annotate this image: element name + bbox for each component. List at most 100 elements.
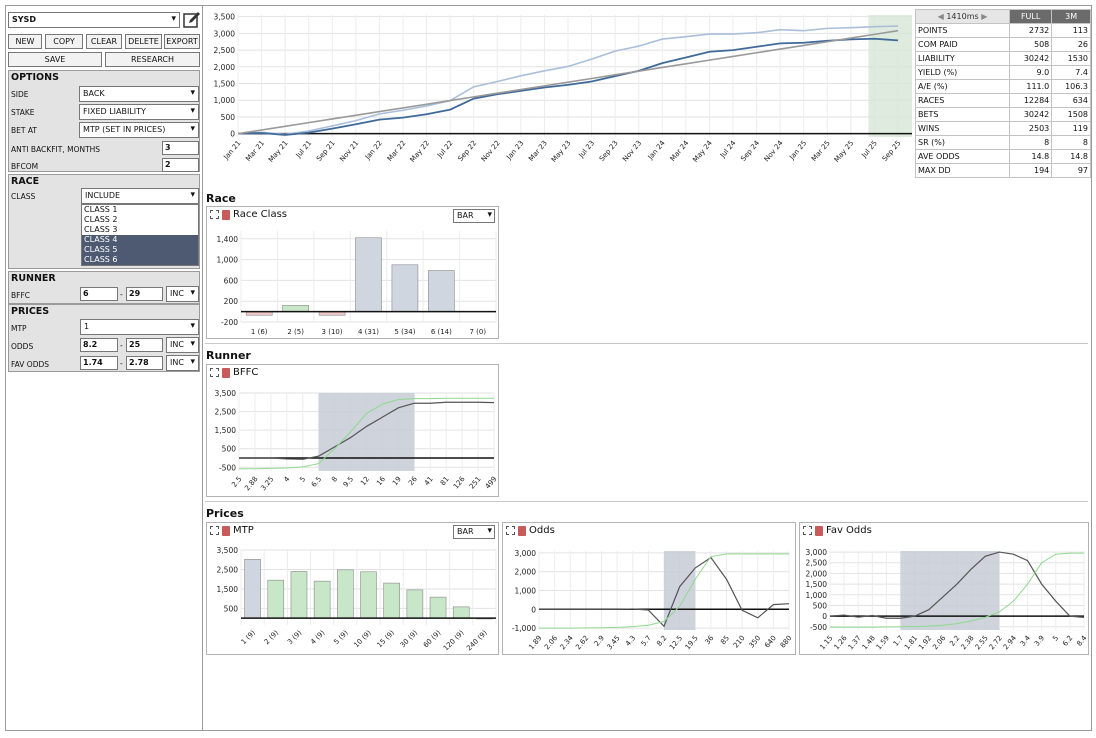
export-button[interactable]: EXPORT [164,34,200,49]
fav-odds-mode-value: INC [170,358,184,367]
side-label: SIDE [11,90,29,99]
timer-value: 1410ms [946,12,979,21]
class-option[interactable]: CLASS 6 [82,255,198,265]
class-mode-select[interactable]: INCLUDE ▾ [81,188,199,204]
x-tick-label: 2.34 [559,634,575,652]
expand-icon[interactable] [803,526,812,535]
class-option[interactable]: CLASS 4 [82,235,198,245]
anti-backfit-input[interactable]: 3 [162,141,199,155]
x-tick-label: 8.4 [1075,634,1088,648]
x-tick-label: 3.45 [606,634,622,651]
edit-icon[interactable] [183,11,201,29]
x-tick-label: Jan 24 [646,139,667,162]
equity-chart: 0 500 1,000 1,500 2,000 2,500 3,000 3,500 Jan 21… [214,13,912,164]
system-select[interactable]: SYSD ▾ [8,12,180,28]
bet-at-select[interactable]: MTP (SET IN PRICES) ▾ [79,122,199,138]
bffc-min-input[interactable]: 6 [80,287,118,301]
fav-odds-min-input[interactable]: 1.74 [80,356,118,370]
system-select-value: SYSD [12,15,36,24]
class-option[interactable]: CLASS 3 [84,225,118,234]
trash-icon[interactable] [222,525,230,536]
race-panel: RACE CLASS INCLUDE ▾ CLASS 1 CLASS 2 CLASS… [8,174,200,269]
bfcom-input[interactable]: 2 [162,158,199,172]
copy-button[interactable]: COPY [45,34,83,49]
delete-button[interactable]: DELETE [125,34,162,49]
odds-mode-select[interactable]: INC ▾ [166,337,199,353]
series-line [829,551,1085,619]
x-tick-label: 1.81 [903,634,919,651]
bar [282,305,309,312]
expand-icon[interactable] [210,526,219,535]
class-option[interactable]: CLASS 5 [82,245,198,255]
series-line [237,29,899,135]
odds-title: Odds [529,525,555,536]
odds-min-input[interactable]: 8.2 [80,338,118,352]
x-tick-label: 240 (9) [465,629,489,653]
bffc-mode-select[interactable]: INC ▾ [166,286,199,302]
trash-icon[interactable] [222,367,230,378]
x-tick-label: 2.62 [574,634,590,651]
expand-icon[interactable] [210,210,219,219]
stat-label: WINS [915,121,1010,136]
mtp-select[interactable]: 1 ▾ [80,319,199,335]
clear-button[interactable]: CLEAR [86,34,122,49]
mtp-select-value: 1 [84,322,90,331]
highlight-region [318,393,415,471]
y-tick-label: -200 [221,318,238,327]
chevron-down-icon: ▾ [487,210,492,220]
x-tick-label: May 21 [267,139,290,164]
bffc-max-input[interactable]: 29 [126,287,163,301]
chevron-down-icon: ▾ [190,357,195,367]
x-tick-label: 85 [719,634,731,646]
x-tick-label: 3 (9) [286,629,304,647]
arrow-right-icon[interactable]: ▶ [981,12,988,21]
prices-section-title: Prices [206,507,244,520]
class-option[interactable]: CLASS 2 [84,215,118,224]
fav-odds-mode-select[interactable]: INC ▾ [166,355,199,371]
research-button[interactable]: RESEARCH [105,52,200,67]
x-tick-label: 10 (9) [352,629,373,650]
expand-icon[interactable] [506,526,515,535]
class-option[interactable]: CLASS 1 [84,205,118,214]
x-tick-label: 9.5 [342,475,355,489]
series-line [539,553,789,629]
side-select[interactable]: BACK ▾ [79,86,199,102]
fav-odds-max-input[interactable]: 2.78 [126,356,163,370]
stake-select[interactable]: FIXED LIABILITY ▾ [79,104,199,120]
y-tick-label: 3,500 [215,389,237,398]
x-tick-label: 1.92 [917,634,933,651]
race-section-title: Race [206,192,236,205]
stats-row: WINS 2503 119 [915,121,1091,136]
race-class-chart-type-select[interactable]: BAR ▾ [453,209,495,223]
x-tick-label: 4 [282,475,291,484]
save-button[interactable]: SAVE [8,52,102,67]
x-tick-label: 5 [1051,634,1060,643]
expand-icon[interactable] [210,368,219,377]
new-button[interactable]: NEW [8,34,42,49]
stat-3m-value: 106.3 [1051,79,1091,94]
mtp-header: MTP [210,525,254,536]
three-month-column-header[interactable]: 3M [1051,9,1091,24]
series-line [539,556,790,628]
trash-icon[interactable] [222,209,230,220]
full-column-header[interactable]: FULL [1008,9,1053,24]
odds-max-input[interactable]: 25 [126,338,163,352]
x-tick-label: 3.25 [259,475,275,492]
x-tick-label: May 22 [409,139,432,164]
trash-icon[interactable] [518,525,526,536]
x-tick-label: 880 [779,634,794,649]
x-tick-label: 36 [704,634,716,646]
x-tick-label: Jul 21 [294,139,313,160]
x-tick-label: 6.5 [310,475,323,489]
bar [406,589,424,619]
race-title: RACE [11,176,40,187]
mtp-chart-type-select[interactable]: BAR ▾ [453,525,495,539]
trash-icon[interactable] [815,525,823,536]
x-tick-label: 4.3 [624,634,637,648]
class-listbox[interactable]: CLASS 1 CLASS 2 CLASS 3 CLASS 4 CLASS 5 CLASS… [81,204,199,266]
stat-label: RACES [915,93,1010,108]
y-tick-label: 3,500 [214,13,236,22]
stake-select-value: FIXED LIABILITY [83,107,146,116]
x-tick-label: 2.88 [243,475,259,492]
arrow-left-icon[interactable]: ◀ [937,12,944,21]
